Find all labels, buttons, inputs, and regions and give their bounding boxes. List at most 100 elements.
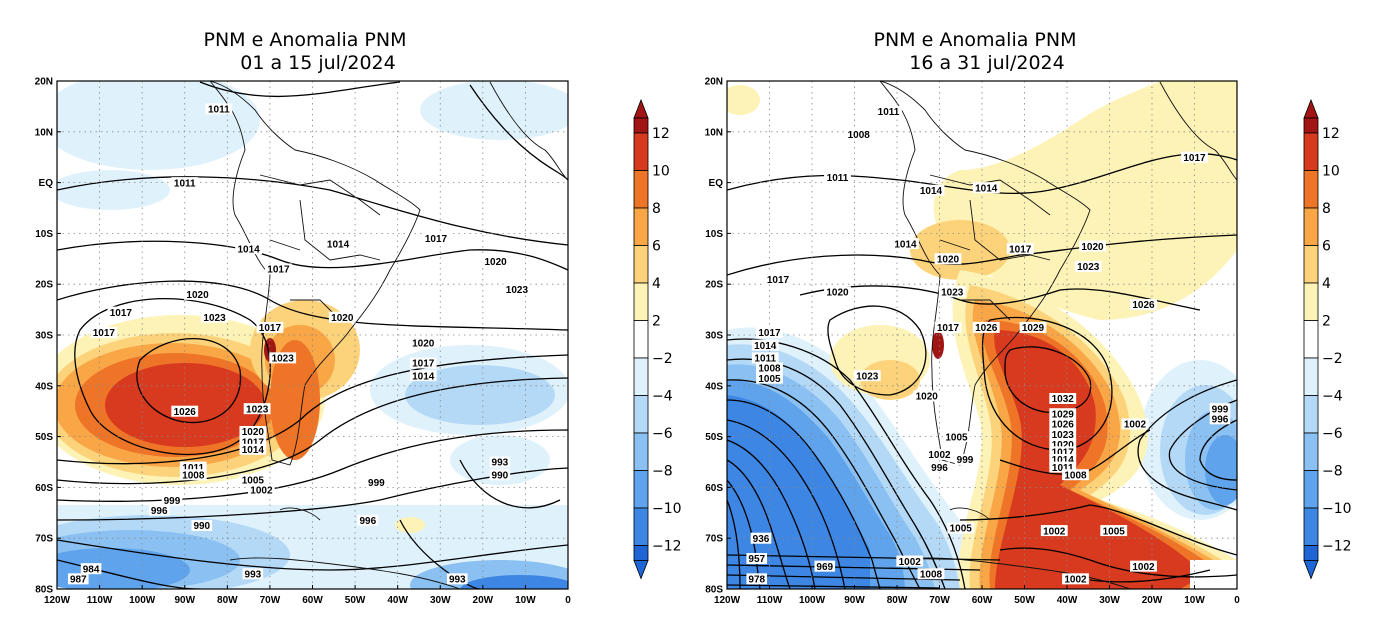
isobar-label: 1020 bbox=[412, 338, 435, 349]
lat-tick-label: 80S bbox=[705, 585, 723, 596]
anomaly-blob bbox=[460, 575, 568, 589]
isobar-label-bg bbox=[409, 337, 437, 349]
isobar-label-bg bbox=[938, 286, 966, 298]
isobar-label: 993 bbox=[492, 458, 509, 469]
isobar-label-bg bbox=[1209, 403, 1231, 415]
isobar-label-bg bbox=[171, 177, 199, 189]
isobar-label-bg bbox=[446, 573, 468, 585]
isobar-label-bg bbox=[161, 494, 183, 506]
isobar-label: 996 bbox=[151, 506, 168, 517]
isobar-label-bg bbox=[243, 403, 271, 415]
anomaly-blob bbox=[910, 220, 1010, 280]
isobar-label-bg bbox=[1079, 240, 1106, 252]
colorbar-segment bbox=[633, 245, 649, 284]
lat-tick-label: 40S bbox=[35, 381, 53, 392]
colorbar-label: −2 bbox=[652, 351, 673, 367]
colorbar-label: 12 bbox=[652, 126, 670, 142]
isobar-label: 1023 bbox=[203, 313, 226, 324]
lon-tick-label: 50W bbox=[1014, 595, 1035, 606]
lat-tick-label: 20N bbox=[35, 77, 53, 88]
lat-tick-label: 10N bbox=[35, 127, 53, 138]
isobar-label: 1014 bbox=[975, 183, 998, 194]
isobar-label-bg bbox=[917, 184, 945, 196]
isobar-label-bg bbox=[824, 172, 851, 184]
isobar-label-bg bbox=[972, 182, 1000, 194]
colorbar-label: −2 bbox=[1322, 351, 1343, 367]
isobar-label-bg bbox=[107, 306, 135, 318]
colorbar-segment bbox=[1303, 117, 1319, 134]
africa-outline bbox=[1159, 81, 1237, 181]
isobar-label-bg bbox=[926, 448, 953, 460]
isobar-label-bg bbox=[1062, 573, 1089, 585]
isobar-label-bg bbox=[1100, 525, 1128, 537]
isobar-label-bg bbox=[409, 370, 437, 382]
isobar-label: 1002 bbox=[928, 450, 951, 461]
lat-tick-label: 80S bbox=[35, 585, 53, 596]
colorbar-segment bbox=[633, 470, 649, 509]
isobar-label: 1014 bbox=[920, 186, 943, 197]
isobar-label: 1023 bbox=[941, 288, 964, 299]
isobar-label: 1017 bbox=[1183, 153, 1206, 164]
lon-tick-label: 80W bbox=[217, 595, 238, 606]
lat-tick-label: 20S bbox=[705, 280, 723, 291]
colorbar-label: 8 bbox=[1322, 201, 1331, 217]
lon-tick-label: 50W bbox=[345, 595, 366, 606]
lon-tick-label: 40W bbox=[387, 595, 408, 606]
isobar-label-bg bbox=[1062, 469, 1089, 481]
lon-tick-label: 100W bbox=[129, 595, 156, 606]
isobar-label: 978 bbox=[748, 575, 765, 586]
isobar-label: 1017 bbox=[267, 265, 290, 276]
anomaly-blob bbox=[1190, 560, 1237, 589]
lat-tick-label: 20N bbox=[705, 77, 723, 88]
isobar-label-bg bbox=[205, 103, 233, 115]
colorbar-right: 12 10 8 6 4 2 −2 −4 −6 −8 −10 −12 bbox=[1303, 98, 1352, 580]
country-borders bbox=[929, 174, 1051, 321]
isobar-label: 1005 bbox=[945, 432, 968, 443]
colorbar-label: 4 bbox=[652, 276, 661, 292]
isobar-label: 999 bbox=[368, 478, 385, 489]
isobar-label-bg bbox=[1019, 321, 1047, 333]
isobar-label: 1020 bbox=[937, 255, 960, 266]
isobar-label: 1017 bbox=[1009, 244, 1032, 255]
lon-tick-label: 120W bbox=[44, 595, 71, 606]
isobar-label-bg bbox=[201, 311, 228, 323]
isobar-label: 1017 bbox=[1052, 448, 1075, 459]
isobar-label-bg bbox=[1006, 243, 1034, 255]
anomaly-blob bbox=[727, 85, 760, 115]
isobar-label-bg bbox=[482, 255, 510, 267]
isobar-label-bg bbox=[422, 232, 450, 244]
isobar-label: 999 bbox=[957, 455, 974, 466]
isobar-label: 996 bbox=[1212, 415, 1229, 426]
isobar-label-bg bbox=[269, 352, 297, 364]
isobar-label-bg bbox=[179, 469, 207, 481]
anomaly-field bbox=[57, 81, 568, 589]
anomaly-blob bbox=[932, 331, 944, 359]
colorbar-label: −4 bbox=[1322, 389, 1343, 405]
isobar-label-bg bbox=[917, 568, 945, 580]
isobar-label: 996 bbox=[360, 516, 377, 527]
isobar-label-bg bbox=[913, 390, 941, 402]
isobar-label: 1011 bbox=[1052, 463, 1074, 474]
colorbar-segment bbox=[1303, 432, 1319, 471]
anomaly-blob bbox=[57, 170, 170, 210]
colorbar-segment bbox=[1303, 132, 1319, 171]
isobar-label: 993 bbox=[449, 575, 466, 586]
isobar-label: 1020 bbox=[1081, 242, 1104, 253]
lon-tick-label: 30W bbox=[1099, 595, 1120, 606]
isobar-label: 1002 bbox=[1132, 562, 1155, 573]
lon-tick-label: 10W bbox=[515, 595, 536, 606]
isobar-label: 1020 bbox=[484, 257, 507, 268]
colorbar-segment bbox=[633, 282, 649, 321]
isobar-label: 1008 bbox=[848, 130, 871, 141]
colorbar-label: 6 bbox=[1322, 239, 1331, 255]
isobar-label-bg bbox=[751, 352, 779, 364]
isobar-label: 1023 bbox=[1077, 262, 1100, 273]
isobar-label: 1017 bbox=[758, 328, 781, 339]
isobar-label-bg bbox=[853, 370, 881, 382]
isobar-label-bg bbox=[90, 326, 118, 338]
isobar-label-bg bbox=[239, 436, 267, 448]
isobar-label: 1017 bbox=[259, 323, 282, 334]
